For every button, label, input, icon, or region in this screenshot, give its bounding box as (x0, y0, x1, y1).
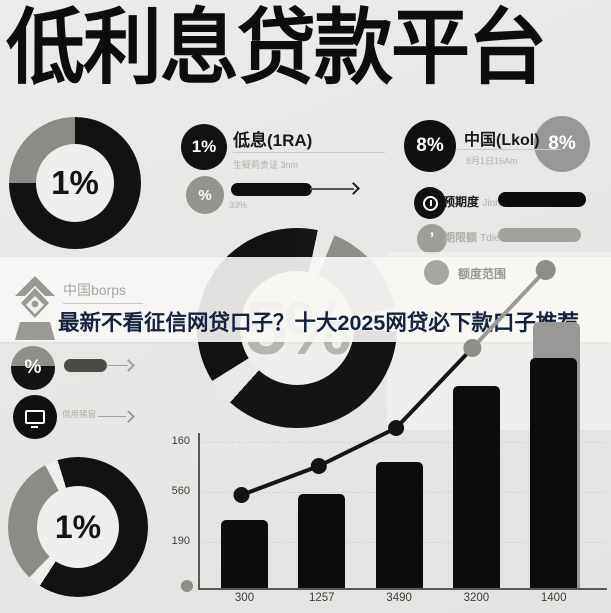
x-tick: 3200 (463, 592, 490, 604)
clock-icon (422, 195, 438, 211)
arrow-right-icon (122, 359, 135, 372)
x-axis (198, 588, 607, 590)
china-title: 中国(Lkol) (464, 132, 540, 149)
left-row1-bar (64, 359, 107, 372)
arrow-shaft (106, 365, 128, 366)
x-tick: 300 (234, 592, 255, 604)
page-title: 低利息贷款平台 (6, 1, 547, 94)
monitor-badge (13, 395, 57, 439)
arrow-right-icon (122, 410, 135, 423)
progress-pill-black (231, 183, 312, 196)
row1-bar (498, 192, 586, 207)
row1-badge (414, 187, 446, 219)
y-tick: 190 (171, 535, 190, 547)
left-row2-label: 借用猪窗 (62, 409, 97, 419)
brand-label: 中国borps (63, 282, 127, 298)
legend-label: 额度范围 (458, 267, 507, 281)
donut-chart-top-left: 1% (9, 117, 141, 249)
low-interest-value: 33% (229, 200, 248, 210)
row1-suffix: Jinm (482, 198, 504, 209)
arrow-shaft (310, 188, 354, 190)
x-tick: 1257 (309, 592, 335, 604)
china-subtitle: 8月1日16Am (466, 156, 518, 166)
x-tick: 1400 (540, 592, 567, 604)
bar (221, 520, 268, 588)
row1-label-text: 预期度 (443, 195, 480, 209)
china-badge-gray: 8% (534, 116, 590, 172)
legend-dot (424, 260, 449, 285)
divider (233, 152, 385, 153)
home-icon (15, 276, 55, 340)
china-badge-black: 8% (404, 120, 456, 172)
quote-icon: ’ (429, 229, 435, 248)
percent-split-badge: % (11, 346, 55, 390)
row1-label: 预期度 Jinm (443, 193, 503, 210)
x-tick: 3490 (386, 592, 412, 604)
monitor-icon (25, 410, 45, 428)
bar (452, 386, 500, 588)
percent-badge-gray: % (186, 176, 224, 214)
divider (457, 149, 561, 150)
low-interest-title: 低息(1RA) (233, 131, 313, 150)
arrow-right-icon (347, 182, 360, 195)
row2-badge: ’ (417, 224, 447, 254)
donut-top-left-value: 1% (36, 144, 114, 222)
donut-bottom-left-value: 1% (37, 486, 119, 568)
low-interest-subtitle: 生疑莉贵证 3nm (233, 160, 299, 170)
low-interest-badge: 1% (181, 124, 227, 170)
origin-dot (181, 580, 193, 592)
donut-chart-bottom-left: 1% (8, 457, 148, 597)
bar (298, 494, 346, 588)
row2-label: 期限额 Tdied (444, 229, 505, 245)
bar (530, 358, 578, 588)
bar (375, 462, 423, 588)
y-tick: 560 (171, 485, 190, 497)
y-tick: 160 (171, 435, 190, 447)
row2-label-text: 期限额 (444, 232, 477, 244)
headline-link[interactable]: 最新不看征信网贷口子？十大2025网贷必下款口子推荐 (58, 311, 579, 335)
row2-bar (498, 228, 581, 242)
arrow-shaft (98, 416, 126, 417)
row2-suffix: Tdied (480, 233, 506, 244)
y-axis (198, 433, 200, 589)
brand-underline (63, 303, 143, 304)
